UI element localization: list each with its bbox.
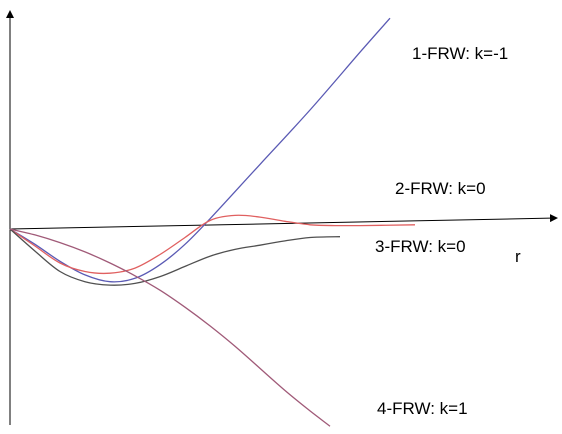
label-layer: 1-FRW: k=-1 2-FRW: k=0 3-FRW: k=0 r 4-FR…: [375, 44, 521, 418]
series-line-3: [9, 228, 341, 286]
series-line-4: [9, 228, 331, 427]
series-label-1: 1-FRW: k=-1: [412, 44, 508, 63]
series-line-1: [9, 17, 391, 283]
series-label-2: 2-FRW: k=0: [395, 179, 486, 198]
series-label-3: 3-FRW: k=0: [375, 237, 466, 256]
x-axis-label: r: [515, 247, 521, 266]
series-label-4: 4-FRW: k=1: [377, 399, 468, 418]
series-layer: [9, 17, 416, 427]
series-line-2: [9, 214, 416, 275]
x-axis: [9, 214, 558, 230]
